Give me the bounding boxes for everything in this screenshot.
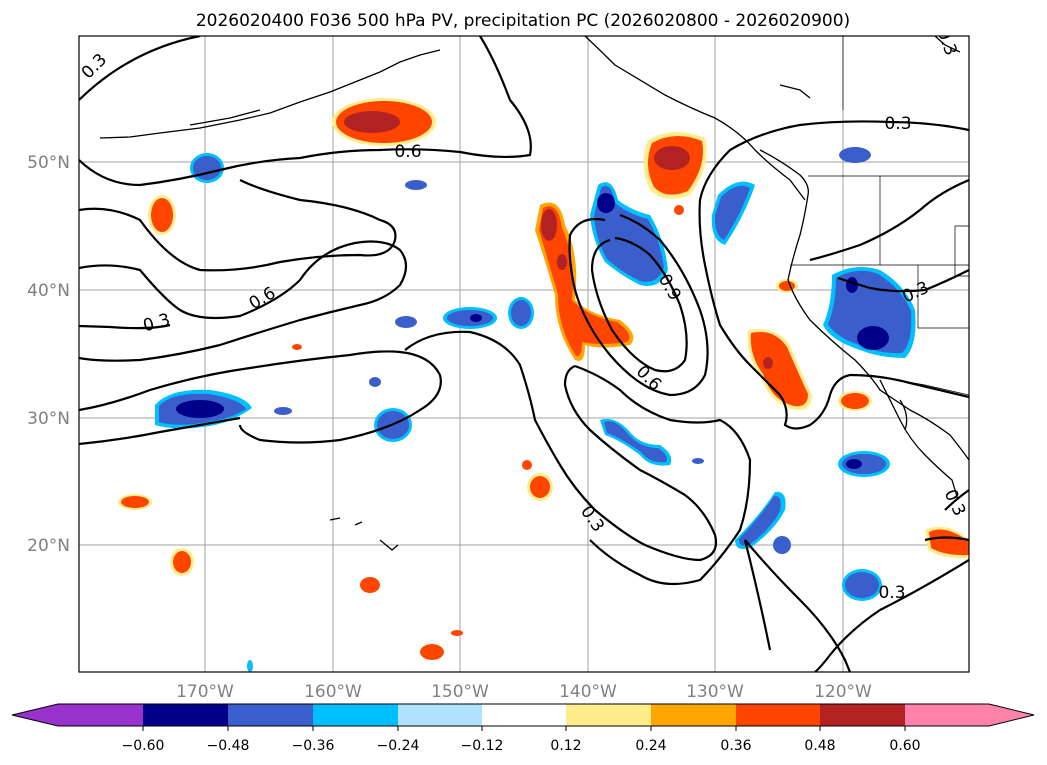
- cool-blob-small-7: [247, 660, 253, 672]
- colorbar-tick-label: 0.12: [550, 738, 581, 754]
- cool-blob-small-4: [274, 407, 292, 415]
- colorbar-tick-label: 0.24: [635, 738, 666, 754]
- coastlines: [99, 36, 969, 551]
- colorbar-extend-low: [12, 704, 58, 726]
- cool-blob-subtropic-2: [735, 491, 786, 549]
- warm-blob-small-6: [292, 344, 302, 350]
- colorbar-tick-label: −0.48: [207, 738, 250, 754]
- cool-blob-southeast: [842, 569, 882, 601]
- map-frame: [78, 35, 970, 673]
- lat-label: 50°N: [27, 153, 70, 173]
- colorbar-tick-label: −0.60: [122, 738, 165, 754]
- warm-blob-small-2: [776, 279, 798, 293]
- cool-blob-northeast: [711, 181, 755, 245]
- warm-blob-small-5: [674, 205, 684, 215]
- cool-blob-mid-2: [508, 297, 534, 329]
- warm-blob-small-3: [360, 577, 380, 593]
- cool-blob-west-pacific: [155, 389, 252, 429]
- latitude-labels: 50°N 40°N 30°N 20°N: [27, 153, 70, 556]
- cool-blob-small-5: [773, 536, 791, 554]
- warm-blob-small-1: [838, 391, 872, 411]
- contour-label: 0.3: [884, 114, 911, 134]
- cool-blob-mid-1: [443, 307, 497, 329]
- lon-label: 160°W: [304, 682, 362, 702]
- warm-blob-mexico: [925, 526, 969, 559]
- warm-blob-west-pacific: [148, 195, 176, 235]
- contour-label: 0.6: [394, 142, 421, 162]
- contour-label: 0.3: [878, 583, 905, 603]
- warm-blob-small-4: [420, 644, 444, 660]
- map-area: 0.3 0.6 0.3 0.6 0.3 0.9 0.6 0.3 0.3 0.3 …: [79, 36, 969, 672]
- colorbar-tick-label: 0.60: [889, 738, 920, 754]
- cool-blob-subtropic-1: [600, 418, 672, 466]
- pv-contours: [79, 36, 969, 672]
- precip-positive-regions: [118, 98, 969, 660]
- warm-blob-subtropic: [522, 460, 553, 501]
- colorbar: −0.60 −0.48 −0.36 −0.24 −0.12 0.12 0.24 …: [11, 703, 1035, 754]
- colorbar-ticks: [142, 726, 906, 731]
- lon-label: 130°W: [686, 682, 744, 702]
- colorbar-tick-label: −0.12: [461, 738, 504, 754]
- warm-blob-west-2: [170, 548, 194, 576]
- warm-blob-west-1: [118, 494, 152, 510]
- lat-label: 30°N: [27, 409, 70, 429]
- lon-label: 170°W: [176, 682, 234, 702]
- colorbar-tick-label: −0.24: [377, 738, 420, 754]
- colorbar-tick-label: 0.36: [720, 738, 751, 754]
- warm-blob-small-7: [451, 630, 463, 636]
- cool-blob-small-2: [395, 316, 417, 328]
- cool-blob-small-3: [369, 377, 381, 387]
- warm-blob-gulf-alaska: [643, 131, 707, 199]
- warm-blob-aleutian: [332, 98, 436, 146]
- lat-label: 40°N: [27, 281, 70, 301]
- warm-blob-california: [747, 329, 812, 411]
- lat-label: 20°N: [27, 536, 70, 556]
- colorbar-tick-label: −0.36: [292, 738, 335, 754]
- colorbar-tick-label: 0.48: [804, 738, 835, 754]
- lon-label: 150°W: [431, 682, 489, 702]
- colorbar-extend-high: [989, 704, 1034, 726]
- cool-blob-central-north: [590, 182, 668, 286]
- map-title: 2026020400 F036 500 hPa PV, precipitatio…: [196, 11, 850, 31]
- lon-label: 120°W: [814, 682, 872, 702]
- longitude-labels: 170°W 160°W 150°W 140°W 130°W 120°W: [176, 682, 872, 702]
- cool-blob-bc: [839, 147, 871, 163]
- lon-label: 140°W: [559, 682, 617, 702]
- cool-blob-small-1: [405, 180, 427, 190]
- cool-blob-baja: [838, 451, 890, 477]
- cool-blob-west-north: [190, 153, 224, 183]
- cool-blob-small-6: [692, 458, 704, 464]
